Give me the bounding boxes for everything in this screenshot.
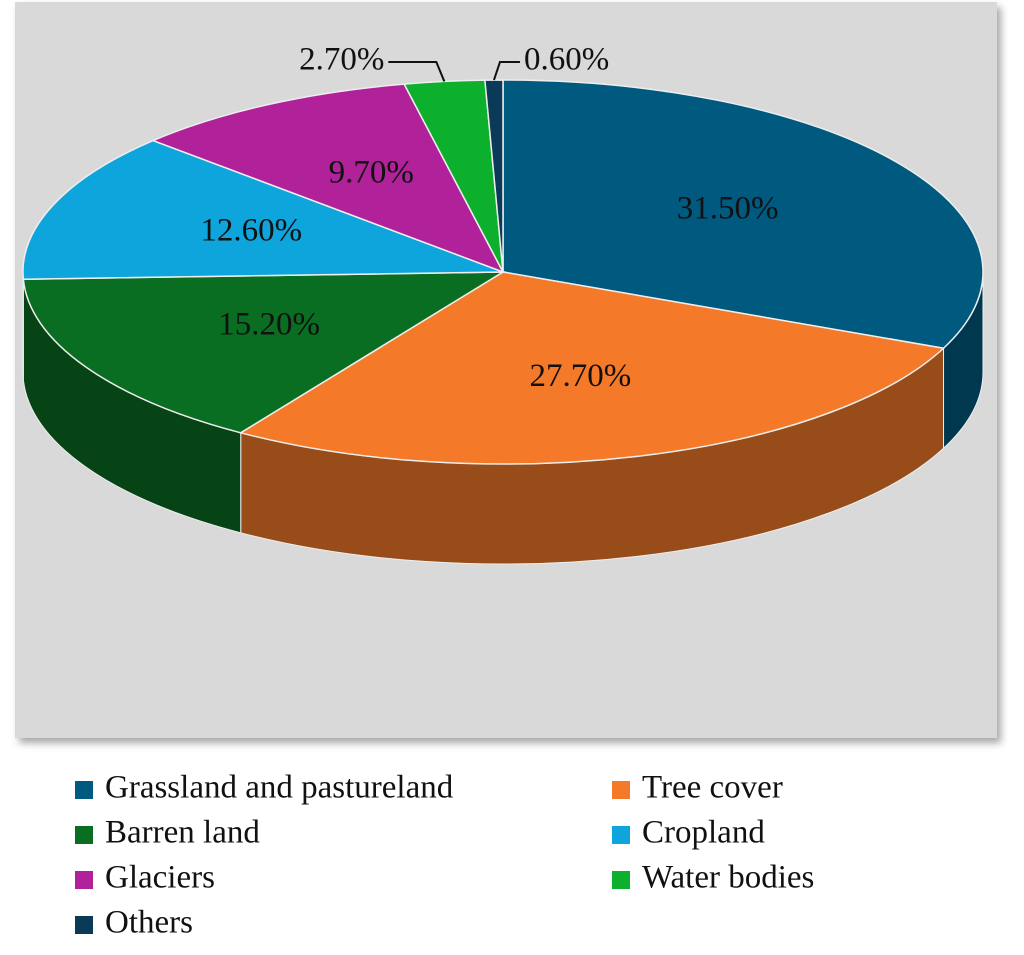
legend-label: Glaciers bbox=[105, 860, 215, 896]
slice bbox=[502, 79, 984, 350]
legend-label: Cropland bbox=[642, 815, 765, 851]
slice bbox=[22, 139, 504, 280]
leader-line bbox=[493, 61, 520, 81]
legend-swatch bbox=[612, 826, 630, 844]
data-label: 12.60% bbox=[200, 213, 302, 249]
legend-label: Others bbox=[105, 905, 193, 941]
leader-line bbox=[388, 61, 446, 82]
data-label: 31.50% bbox=[677, 190, 779, 226]
legend-label: Grassland and pastureland bbox=[105, 770, 454, 806]
data-label: 27.70% bbox=[530, 358, 632, 394]
pie-group: 31.50% 27.70% 15.20% 12.60% 9.70% 2.70% 0.60% bbox=[22, 42, 984, 565]
legend-swatch bbox=[612, 781, 630, 799]
legend-swatch bbox=[75, 781, 93, 799]
slice bbox=[151, 83, 505, 274]
legend-swatch bbox=[612, 871, 630, 889]
legend-label: Barren land bbox=[105, 815, 260, 851]
slice bbox=[22, 271, 506, 434]
data-label: 0.60% bbox=[524, 42, 609, 78]
data-label: 15.20% bbox=[218, 306, 320, 342]
legend: Grassland and pastureland Tree cover Barre… bbox=[75, 770, 814, 941]
data-label: 2.70% bbox=[299, 42, 384, 78]
legend-label: Tree cover bbox=[642, 770, 783, 806]
legend-swatch bbox=[75, 871, 93, 889]
legend-label: Water bodies bbox=[642, 860, 814, 896]
legend-swatch bbox=[75, 916, 93, 934]
legend-swatch bbox=[75, 826, 93, 844]
data-label: 9.70% bbox=[329, 155, 414, 191]
slice bbox=[238, 271, 946, 465]
